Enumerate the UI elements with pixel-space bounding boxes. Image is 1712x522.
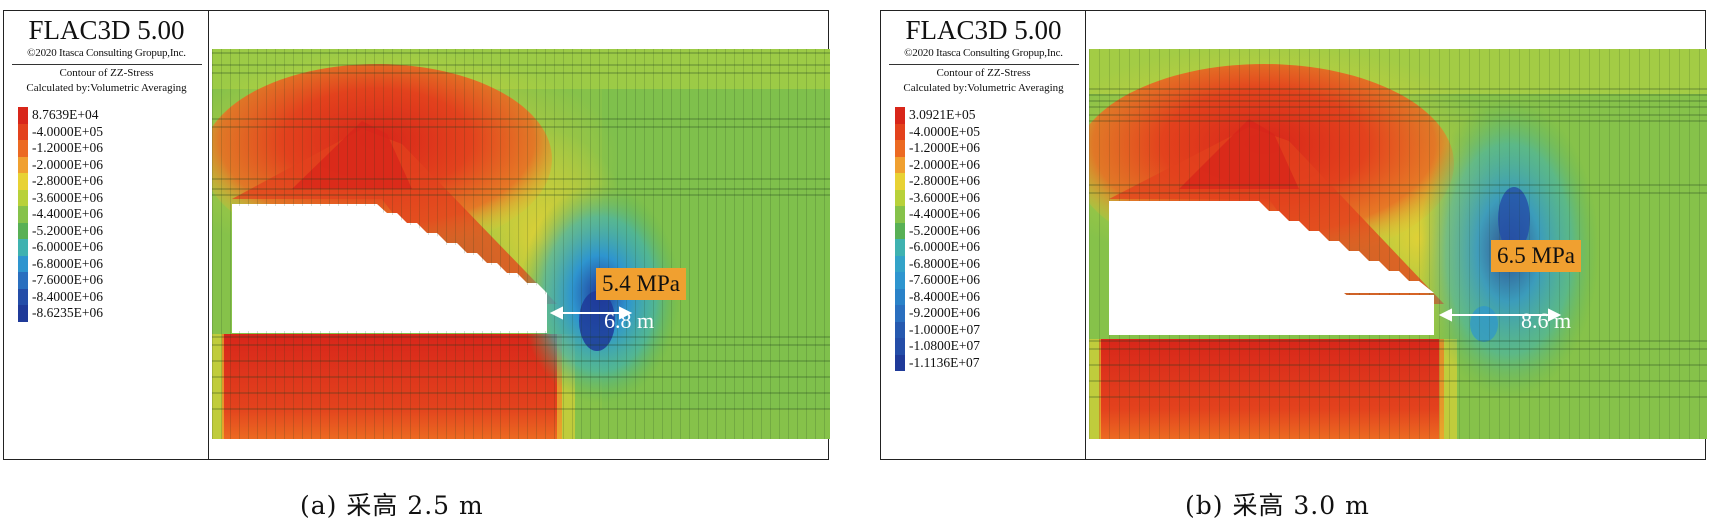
- legend-swatch: [895, 173, 905, 190]
- legend-level-label: -6.8000E+06: [909, 255, 980, 271]
- legend-b: FLAC3D 5.00 ©2020 Itasca Consulting Grop…: [881, 11, 1086, 459]
- stress-contour-plot-b: [1089, 49, 1707, 439]
- contour-title: Contour of ZZ-Stress: [936, 67, 1031, 79]
- legend-level-label: -3.6000E+06: [32, 189, 103, 205]
- stress-contour-plot-a: [212, 49, 830, 439]
- legend-level-label: -1.2000E+06: [32, 140, 103, 155]
- horizontal-bedding-lines: [1089, 88, 1707, 398]
- legend-level-label: -8.6235E+06: [32, 305, 103, 320]
- width-arrow: [549, 306, 633, 320]
- legend-level-label: 8.7639E+04: [32, 107, 99, 122]
- calculated-by: Calculated by:Volumetric Averaging: [26, 82, 187, 94]
- legend-swatch: [895, 189, 905, 206]
- legend-level-label: -4.4000E+06: [32, 206, 103, 221]
- legend-level-label: -2.8000E+06: [32, 173, 103, 188]
- legend-level-label: -7.6000E+06: [909, 272, 980, 287]
- legend-swatch: [895, 222, 905, 239]
- legend-level-label: -6.0000E+06: [909, 239, 980, 254]
- legend-swatch: [895, 288, 905, 305]
- legend-swatch: [895, 354, 905, 371]
- software-title: FLAC3D 5.00: [28, 15, 185, 45]
- panel-b: FLAC3D 5.00 ©2020 Itasca Consulting Grop…: [880, 10, 1707, 460]
- copyright-text: ©2020 Itasca Consulting Gropup,Inc.: [27, 47, 186, 59]
- legend-level-label: -5.2000E+06: [909, 222, 980, 238]
- legend-level-label: -4.4000E+06: [909, 206, 980, 221]
- legend-swatch: [18, 107, 28, 124]
- legend-level-label: -6.8000E+06: [32, 255, 103, 271]
- width-label: 6.8 m: [604, 308, 655, 333]
- legend-swatch: [18, 222, 28, 239]
- legend-swatch: [895, 255, 905, 272]
- copyright-text: ©2020 Itasca Consulting Gropup,Inc.: [904, 47, 1063, 59]
- legend-swatch: [895, 239, 905, 256]
- legend-swatch: [18, 189, 28, 206]
- legend-level-label: -2.8000E+06: [909, 173, 980, 188]
- peak-stress-label: 5.4 MPa: [596, 268, 686, 300]
- width-arrow: [1438, 308, 1562, 322]
- peak-stress-label: 6.5 MPa: [1491, 240, 1581, 272]
- legend-level-label: -1.0800E+07: [909, 338, 980, 353]
- legend-swatch: [18, 206, 28, 223]
- caption-a: (a) 采高 2.5 m: [300, 491, 484, 520]
- legend-level-label: -1.1136E+07: [909, 354, 980, 370]
- panel-a: FLAC3D 5.00 ©2020 Itasca Consulting Grop…: [3, 10, 830, 460]
- legend-level-label: -9.2000E+06: [909, 305, 980, 320]
- legend-level-label: -3.6000E+06: [909, 189, 980, 205]
- legend-level-label: 3.0921E+05: [909, 107, 976, 122]
- legend-level-label: -8.4000E+06: [32, 288, 103, 304]
- legend-level-label: -1.0000E+07: [909, 321, 980, 337]
- excavated-goaf-clear: [234, 206, 546, 331]
- legend-swatch: [895, 140, 905, 157]
- legend-swatch: [18, 255, 28, 272]
- legend-level-label: -6.0000E+06: [32, 239, 103, 254]
- legend-swatch: [18, 140, 28, 157]
- legend-swatch: [18, 272, 28, 289]
- legend-a: FLAC3D 5.00 ©2020 Itasca Consulting Grop…: [4, 11, 209, 459]
- legend-level-label: -2.0000E+06: [32, 156, 103, 172]
- legend-level-label: -8.4000E+06: [909, 288, 980, 304]
- legend-swatch: [18, 305, 28, 322]
- legend-divider: [12, 64, 202, 65]
- legend-swatch: [18, 156, 28, 173]
- horizontal-bedding-lines: [212, 52, 830, 410]
- excavated-goaf-lower: [1109, 295, 1434, 335]
- legend-divider: [889, 64, 1079, 65]
- legend-swatch: [895, 338, 905, 355]
- legend-swatch: [895, 321, 905, 338]
- legend-swatch: [18, 239, 28, 256]
- contour-title: Contour of ZZ-Stress: [59, 67, 154, 79]
- legend-level-label: -4.0000E+05: [32, 123, 103, 139]
- legend-swatch: [18, 123, 28, 140]
- legend-swatch: [895, 107, 905, 124]
- legend-swatch: [895, 272, 905, 289]
- legend-swatch: [18, 173, 28, 190]
- legend-level-label: -4.0000E+05: [909, 123, 980, 139]
- caption-b: (b) 采高 3.0 m: [1185, 491, 1370, 520]
- legend-level-label: -1.2000E+06: [909, 140, 980, 155]
- legend-swatch: [895, 156, 905, 173]
- width-label: 8.6 m: [1521, 308, 1572, 333]
- legend-level-label: -7.6000E+06: [32, 272, 103, 287]
- legend-swatch: [895, 123, 905, 140]
- legend-swatch: [895, 305, 905, 322]
- legend-level-label: -2.0000E+06: [909, 156, 980, 172]
- software-title: FLAC3D 5.00: [905, 15, 1062, 45]
- legend-swatch: [895, 206, 905, 223]
- calculated-by: Calculated by:Volumetric Averaging: [903, 82, 1064, 94]
- legend-level-label: -5.2000E+06: [32, 222, 103, 238]
- legend-swatch: [18, 288, 28, 305]
